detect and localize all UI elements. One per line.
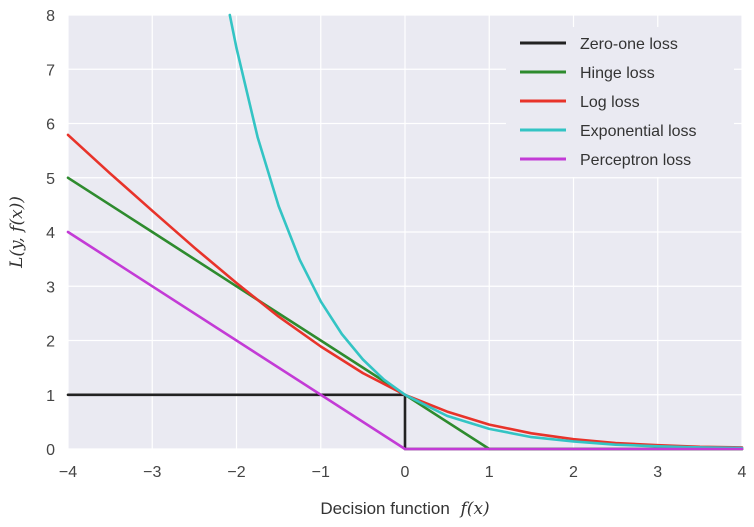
x-tick-label: −2 — [227, 464, 245, 481]
x-tick-label: −4 — [59, 464, 77, 481]
y-tick-label: 2 — [46, 334, 55, 351]
y-tick-label: 8 — [46, 8, 55, 25]
y-axis-label: L(y, f(x)) — [7, 196, 27, 269]
x-axis-label-text: Decision function — [320, 499, 449, 518]
x-tick-label: 1 — [485, 464, 494, 481]
y-tick-labels: 0 1 2 3 4 5 6 7 8 — [46, 8, 55, 459]
legend-label-log-loss: Log loss — [580, 94, 640, 111]
x-tick-label: 4 — [738, 464, 747, 481]
x-tick-label: 3 — [653, 464, 662, 481]
y-tick-label: 0 — [46, 442, 55, 459]
legend-label-hinge-loss: Hinge loss — [580, 65, 655, 82]
y-tick-label: 5 — [46, 171, 55, 188]
y-tick-label: 1 — [46, 388, 55, 405]
y-tick-label: 7 — [46, 62, 55, 79]
y-tick-label: 6 — [46, 117, 55, 134]
legend-label-exponential-loss: Exponential loss — [580, 123, 697, 140]
legend-label-zero-one-loss: Zero-one loss — [580, 36, 678, 53]
series-line-exponential-loss — [228, 13, 744, 450]
svg-text:Decision function f(x): Decision function f(x) — [320, 499, 489, 519]
legend: Zero-one loss Hinge loss Log loss Exponenti… — [506, 27, 734, 177]
x-tick-label: 2 — [569, 464, 578, 481]
series-lines — [66, 13, 744, 451]
y-tick-label: 3 — [46, 279, 55, 296]
x-tick-label: −1 — [312, 464, 330, 481]
legend-label-perceptron-loss: Perceptron loss — [580, 152, 691, 169]
x-axis-label: Decision function f(x) — [320, 499, 489, 519]
x-tick-label: −3 — [143, 464, 161, 481]
y-tick-label: 4 — [46, 225, 55, 242]
x-tick-label: 0 — [401, 464, 410, 481]
series-line-perceptron-loss — [66, 230, 744, 451]
x-axis-label-math: f(x) — [459, 499, 490, 519]
x-tick-labels: −4 −3 −2 −1 0 1 2 3 4 — [59, 464, 747, 481]
